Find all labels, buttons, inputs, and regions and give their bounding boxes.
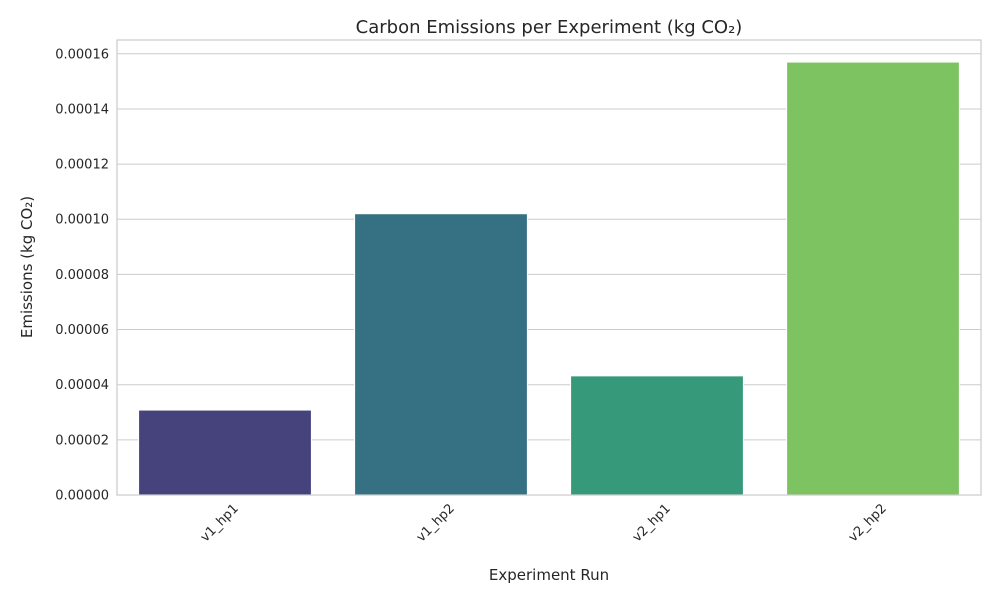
y-tick-label: 0.00008: [55, 268, 109, 283]
x-tick-label: v1_hp2: [414, 501, 458, 545]
y-axis-title: Emissions (kg CO₂): [18, 196, 36, 338]
y-tick-label: 0.00002: [55, 433, 109, 448]
y-tick-labels: 0.00000 0.00002 0.00004 0.00006 0.00008 0.000…: [55, 47, 109, 503]
plot-frame: [116, 39, 982, 496]
bar-v2-hp2: [786, 61, 960, 496]
chart-title: Carbon Emissions per Experiment (kg CO₂): [356, 17, 743, 38]
x-tick-label: v2_hp1: [630, 501, 674, 545]
y-tick-label: 0.00012: [55, 158, 109, 173]
bar-v2-hp1: [570, 375, 744, 496]
x-axis-title: Experiment Run: [489, 566, 609, 584]
y-tick-label: 0.00000: [55, 489, 109, 504]
x-tick-label: v2_hp2: [846, 501, 890, 545]
y-tick-label: 0.00004: [55, 378, 109, 393]
y-tick-label: 0.00016: [55, 47, 109, 62]
bars: [138, 61, 960, 496]
bar-v1-hp2: [354, 213, 528, 496]
bar-v1-hp1: [138, 409, 312, 496]
x-tick-label: v1_hp1: [198, 501, 242, 545]
y-tick-label: 0.00006: [55, 323, 109, 338]
y-tick-label: 0.00014: [55, 102, 109, 117]
y-tick-label: 0.00010: [55, 213, 109, 228]
x-tick-labels: v1_hp1 v1_hp2 v2_hp1 v2_hp2: [198, 501, 890, 545]
